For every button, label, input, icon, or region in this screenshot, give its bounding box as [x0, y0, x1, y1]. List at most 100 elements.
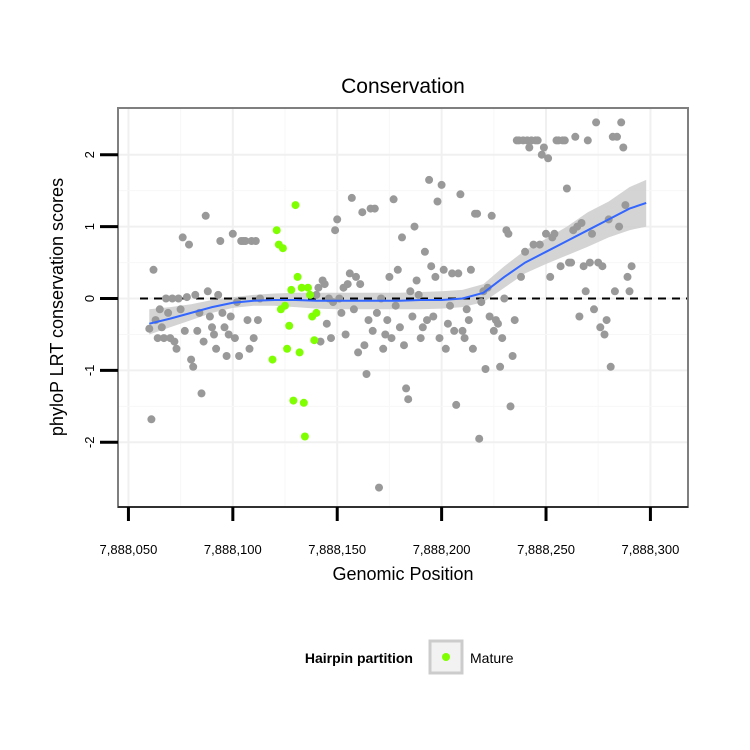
data-point	[391, 301, 400, 310]
data-point	[362, 370, 371, 378]
mature-point	[306, 290, 315, 299]
data-point	[395, 323, 404, 332]
y-tick-label: 2	[82, 151, 97, 158]
data-point	[368, 326, 377, 335]
data-point	[525, 143, 534, 152]
data-point	[546, 272, 555, 281]
data-point	[498, 334, 507, 343]
data-point	[408, 312, 417, 321]
legend-label-mature: Mature	[470, 650, 514, 666]
confidence-ribbon	[149, 179, 647, 335]
x-tick-label: 7,888,150	[308, 542, 366, 557]
data-point	[393, 265, 402, 274]
data-point	[544, 154, 553, 163]
plot-area	[117, 107, 689, 508]
mature-point	[285, 321, 294, 330]
x-tick-label: 7,888,100	[204, 542, 262, 557]
data-point	[464, 316, 473, 325]
data-point	[420, 247, 429, 256]
data-point	[379, 344, 388, 353]
data-point	[460, 334, 469, 343]
data-point	[205, 312, 214, 321]
data-point	[159, 334, 168, 343]
data-point	[168, 294, 177, 303]
data-point	[402, 384, 411, 393]
data-point	[550, 229, 559, 238]
data-point	[535, 240, 544, 249]
data-point	[475, 434, 484, 443]
data-point	[153, 334, 162, 343]
data-point	[521, 247, 530, 256]
data-point	[191, 290, 200, 299]
data-point	[208, 323, 216, 332]
mature-point	[297, 283, 306, 292]
data-point	[226, 312, 235, 321]
data-point	[243, 316, 252, 325]
data-point	[170, 337, 179, 346]
legend: Hairpin partition Mature	[305, 639, 514, 675]
data-point	[203, 287, 212, 296]
data-point	[477, 298, 486, 307]
data-point	[542, 229, 550, 238]
data-point	[621, 201, 630, 210]
data-point	[581, 287, 590, 296]
data-point	[560, 136, 569, 145]
data-point	[147, 415, 156, 424]
data-point	[590, 305, 598, 314]
mature-point	[278, 244, 287, 253]
x-axis-title: Genomic Position	[332, 564, 473, 584]
data-point	[199, 337, 208, 346]
data-point	[504, 229, 513, 238]
data-point	[577, 219, 586, 227]
legend-key	[428, 639, 464, 675]
data-point	[579, 262, 588, 271]
data-point	[489, 326, 498, 335]
data-point	[385, 272, 394, 281]
data-point	[364, 316, 373, 325]
data-point	[468, 344, 477, 353]
data-point	[627, 262, 636, 271]
y-tick-label: 0	[82, 295, 97, 302]
x-axis: 7,888,050 7,888,100 7,888,150 7,888,200 7,88…	[100, 506, 688, 557]
data-point	[452, 400, 461, 409]
data-point	[610, 287, 619, 296]
data-point	[383, 316, 392, 325]
data-point	[389, 195, 398, 204]
data-point	[592, 118, 601, 127]
data-point	[176, 305, 185, 314]
data-point	[162, 294, 170, 303]
data-point	[619, 143, 628, 152]
data-point	[251, 237, 260, 245]
data-point	[185, 240, 193, 249]
data-point	[496, 362, 505, 371]
data-point	[533, 136, 542, 145]
data-point	[437, 180, 446, 189]
data-point	[425, 175, 434, 184]
data-point	[201, 211, 210, 220]
mature-point	[293, 272, 302, 281]
data-point	[406, 287, 415, 296]
y-axis: -2 -1 0 1 2	[82, 151, 118, 448]
data-point	[481, 365, 490, 373]
y-tick-label: 1	[82, 223, 97, 230]
mature-point	[272, 226, 281, 235]
data-point	[174, 294, 183, 303]
data-point	[585, 258, 594, 267]
data-point	[360, 341, 369, 350]
data-point	[343, 280, 352, 289]
data-point	[245, 344, 254, 353]
data-point	[218, 308, 227, 317]
data-point	[615, 222, 624, 231]
data-point	[337, 308, 346, 317]
mature-point	[300, 432, 309, 441]
data-point	[224, 330, 233, 339]
data-point	[358, 208, 367, 217]
x-tick-label: 7,888,050	[100, 542, 158, 557]
data-point	[443, 319, 452, 328]
data-point	[454, 269, 463, 278]
data-point	[164, 308, 173, 317]
data-point	[228, 229, 237, 238]
data-point	[596, 323, 605, 332]
data-point	[602, 316, 611, 325]
